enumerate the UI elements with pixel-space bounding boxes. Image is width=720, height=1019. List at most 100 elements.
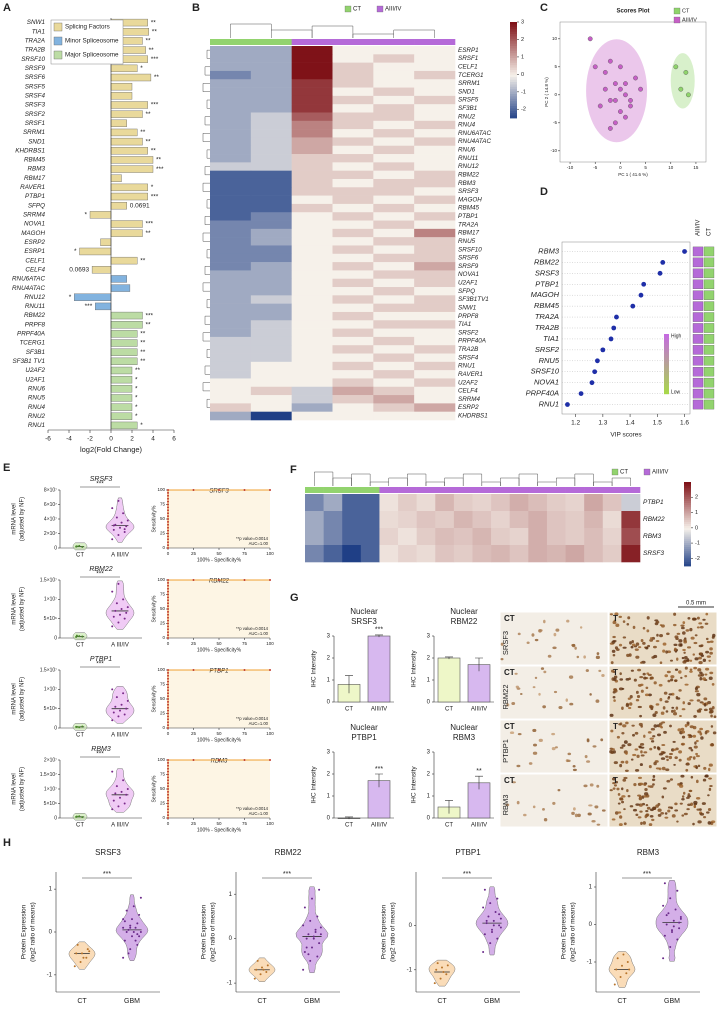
nucleus — [674, 679, 678, 683]
colorbar-step — [510, 106, 517, 109]
point — [318, 942, 321, 945]
point — [75, 634, 78, 637]
nucleus — [621, 795, 626, 798]
nucleus — [651, 778, 656, 782]
nucleus — [652, 645, 657, 649]
scale-step — [664, 384, 669, 387]
dendrogram — [202, 133, 210, 142]
heat-cell — [373, 370, 415, 379]
nucleus — [694, 687, 698, 691]
nucleus — [632, 808, 638, 812]
nucleus — [568, 675, 574, 679]
nucleus — [622, 646, 627, 649]
heat-cell — [250, 278, 292, 288]
point — [311, 946, 313, 949]
roc-point — [167, 523, 169, 526]
point — [607, 125, 613, 131]
roc-point — [243, 489, 246, 491]
nucleus — [664, 816, 669, 819]
point — [662, 957, 665, 960]
heat-cell — [373, 170, 415, 180]
row-label: RNU4 — [458, 122, 476, 129]
gene-title: SRSF3 — [90, 476, 113, 483]
x-tick-label: A III/IV — [111, 733, 129, 739]
nucleus — [609, 713, 614, 717]
point — [623, 81, 628, 87]
gene-label: TRA2B — [25, 47, 45, 54]
nucleus — [673, 612, 677, 616]
nucleus — [651, 818, 655, 822]
roc-point — [167, 788, 169, 790]
point — [123, 920, 126, 923]
gene-label: NOVA1 — [24, 221, 45, 228]
nucleus — [515, 685, 519, 689]
nucleus — [679, 802, 683, 805]
nucleus — [685, 768, 689, 772]
significance: ** — [151, 19, 157, 26]
row-label: ESRP2 — [458, 404, 479, 411]
nucleus — [622, 620, 626, 623]
point — [626, 961, 629, 963]
heat-cell — [291, 120, 333, 130]
nucleus — [588, 804, 593, 807]
point — [78, 815, 81, 818]
point — [81, 725, 84, 728]
legend-swatch — [344, 5, 352, 13]
y-tick-label: 1 — [427, 678, 431, 684]
status-box — [692, 312, 704, 322]
roc-point — [218, 669, 220, 671]
group-bar — [565, 487, 585, 493]
nucleus — [690, 748, 694, 752]
gene-label: SRSF2 — [535, 345, 560, 354]
heat-cell — [373, 178, 415, 188]
significance: *** — [643, 871, 651, 878]
nucleus — [625, 760, 629, 764]
nucleus — [712, 731, 717, 735]
nucleus — [642, 626, 646, 630]
roc-point — [167, 634, 169, 637]
heat-cell — [291, 270, 333, 280]
x-tick-label: GBM — [304, 998, 320, 1005]
point — [265, 971, 268, 973]
x-tick-label: 6 — [172, 436, 176, 443]
error-bar — [375, 634, 383, 638]
y-axis-title: IHC Intensity — [411, 650, 418, 688]
heat-cell — [398, 545, 417, 563]
scale-step — [664, 374, 669, 377]
nucleus — [628, 653, 632, 657]
nucleus — [601, 809, 606, 812]
heat-cell — [373, 212, 415, 221]
nucleus — [705, 667, 710, 671]
heat-cell — [250, 237, 292, 246]
heat-cell — [398, 528, 417, 546]
bar — [110, 375, 133, 384]
gene-label: MAGOH — [21, 230, 45, 237]
row-label: RNU6 — [458, 147, 476, 154]
point — [253, 977, 256, 980]
heat-cell — [323, 494, 343, 512]
roc-point — [167, 491, 169, 494]
nucleus — [640, 821, 643, 825]
nucleus — [635, 803, 640, 806]
nucleus — [639, 810, 643, 813]
heat-cell — [373, 411, 415, 421]
heat-cell — [373, 278, 415, 288]
heat-cell — [291, 178, 333, 188]
colorbar-step — [684, 549, 691, 552]
nucleus — [699, 652, 703, 656]
violin — [115, 894, 149, 961]
heat-cell — [373, 95, 415, 105]
nucleus — [681, 814, 685, 817]
heat-cell — [584, 494, 604, 512]
dendrogram — [388, 477, 408, 486]
nucleus — [638, 803, 643, 807]
nucleus — [670, 675, 675, 679]
nucleus — [695, 755, 700, 758]
point — [127, 952, 130, 955]
nucleus — [532, 743, 538, 747]
nucleus — [661, 721, 666, 724]
nucleus — [684, 683, 689, 686]
x-tick-label: 75 — [242, 821, 248, 826]
heat-cell — [210, 403, 252, 412]
roc-point — [167, 811, 169, 814]
